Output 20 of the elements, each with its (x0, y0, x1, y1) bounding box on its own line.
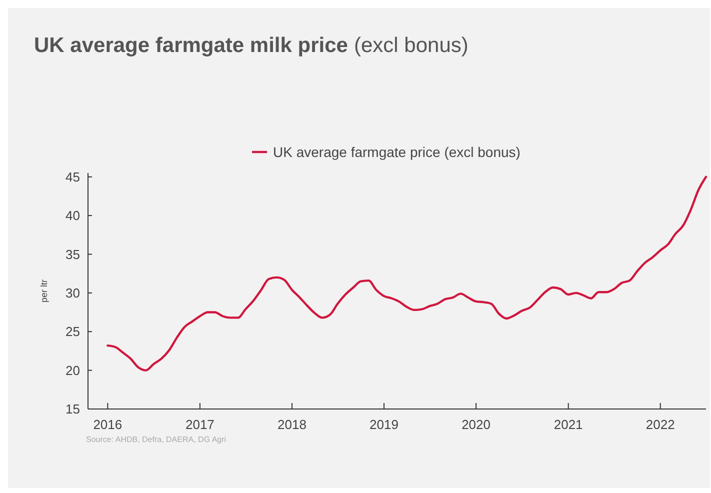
x-tick-label: 2017 (185, 417, 214, 432)
x-tick-label: 2018 (278, 417, 306, 432)
y-tick-label: 35 (66, 246, 80, 262)
y-tick-label: 15 (66, 402, 80, 417)
chart-title: UK average farmgate milk price (34, 34, 348, 57)
x-tick-label: 2019 (370, 417, 398, 432)
source-note: Source: AHDB, Defra, DAERA, DG Agri (86, 435, 226, 444)
legend-label: UK average farmgate price (excl bonus) (273, 144, 520, 160)
x-tick-label: 2016 (93, 417, 122, 432)
y-axis-title: per ltr (39, 279, 49, 303)
x-tick-label: 2020 (462, 417, 491, 432)
y-tick-label: 40 (66, 208, 80, 224)
x-tick-label: 2021 (554, 417, 583, 432)
y-tick-label: 25 (66, 324, 80, 340)
x-tick-label: 2022 (646, 417, 675, 432)
y-tick-label: 45 (66, 169, 80, 184)
y-tick-label: 20 (66, 362, 80, 378)
chart-subtitle: (excl bonus) (354, 34, 468, 57)
line-series (106, 176, 708, 372)
y-tick-label: 30 (66, 285, 80, 300)
